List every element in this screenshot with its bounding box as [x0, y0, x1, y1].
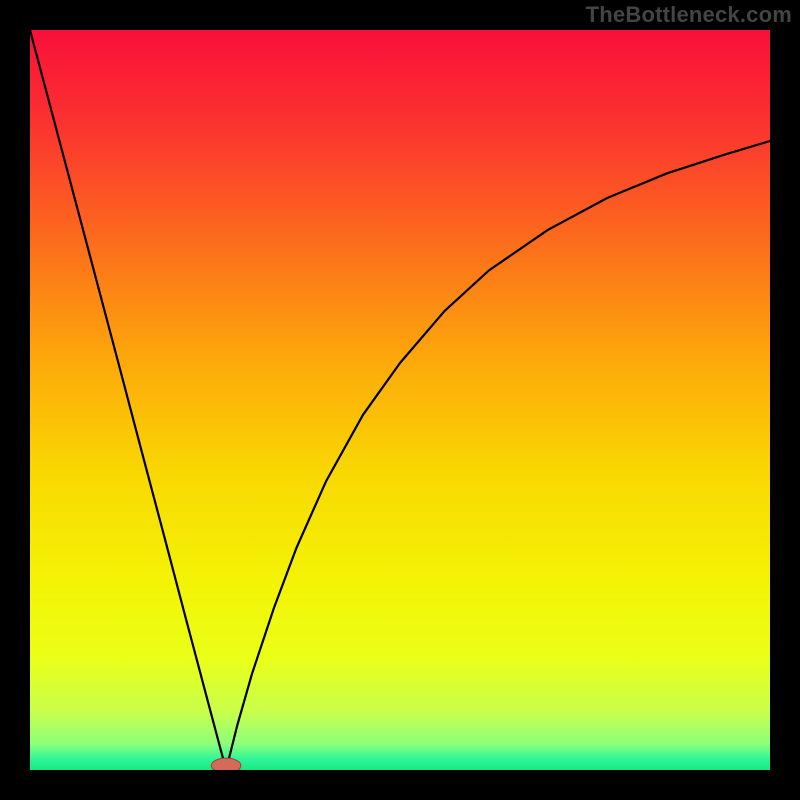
plot-svg	[30, 30, 770, 770]
watermark-text: TheBottleneck.com	[586, 0, 792, 30]
plot-background	[30, 30, 770, 770]
vertex-marker	[211, 758, 241, 770]
plot-area	[30, 30, 770, 770]
figure-frame: TheBottleneck.com	[0, 0, 800, 800]
